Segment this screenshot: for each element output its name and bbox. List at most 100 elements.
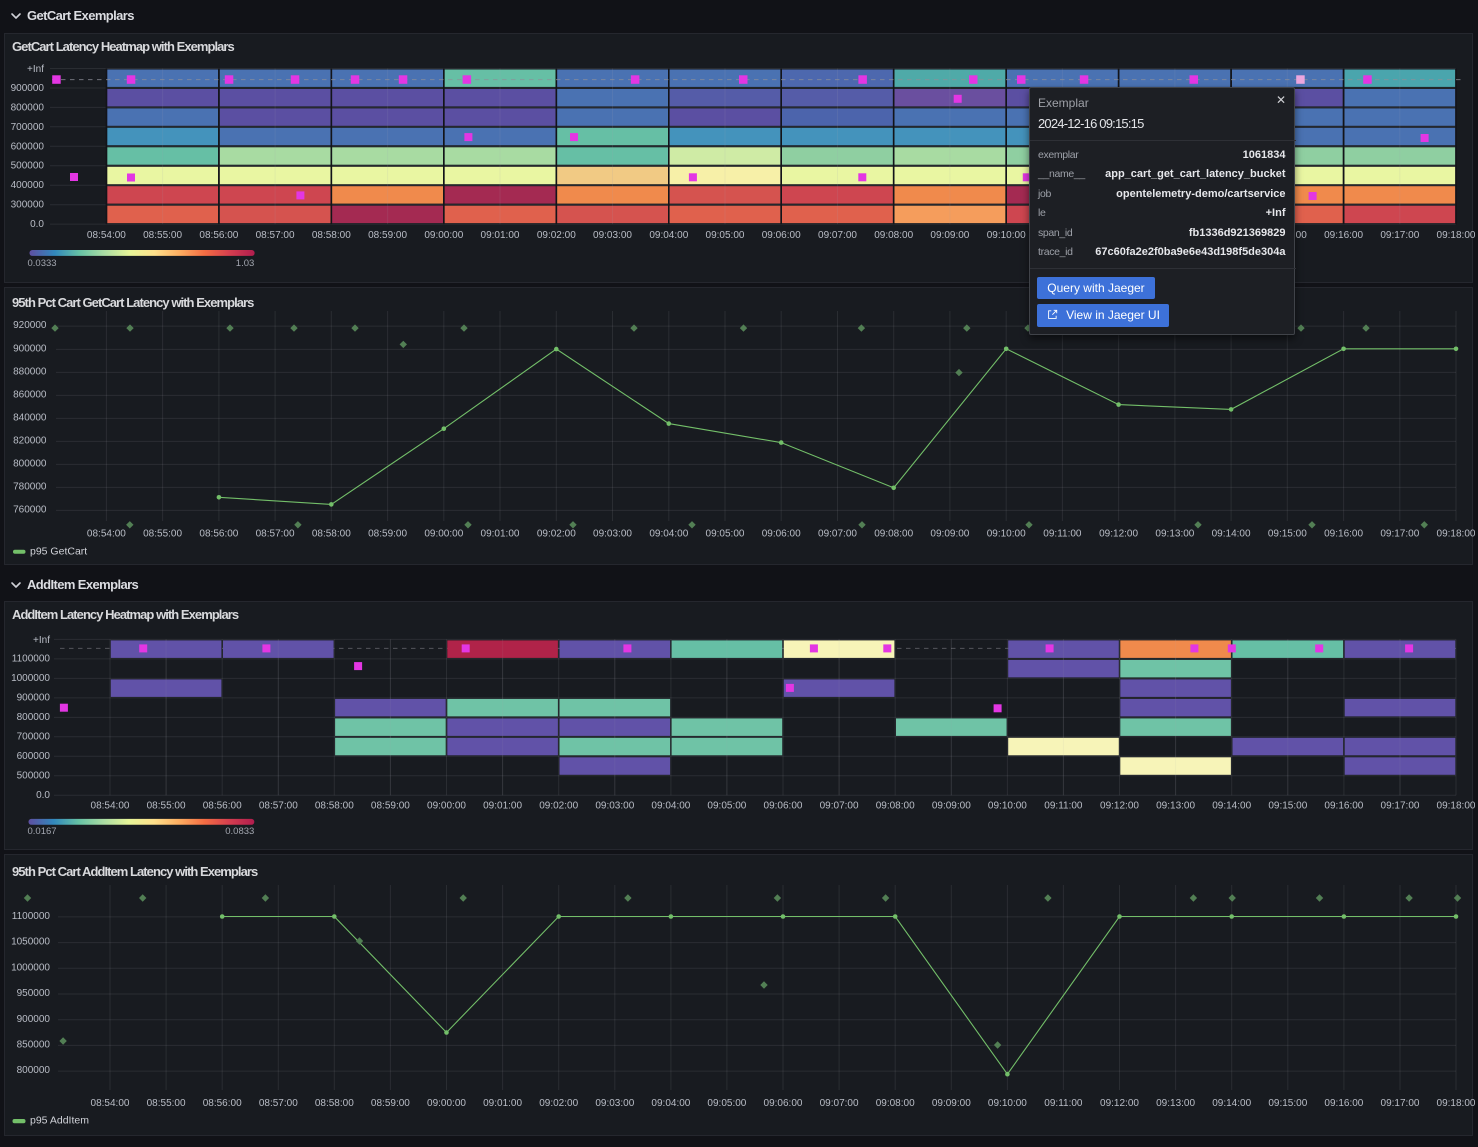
svg-text:09:13:00: 09:13:00 (1155, 529, 1194, 540)
svg-text:0.0167: 0.0167 (28, 826, 57, 837)
svg-text:08:56:00: 08:56:00 (203, 1098, 242, 1109)
svg-text:950000: 950000 (17, 988, 51, 999)
svg-text:09:12:00: 09:12:00 (1100, 1098, 1139, 1109)
svg-text:09:12:00: 09:12:00 (1099, 529, 1138, 540)
svg-text:08:58:00: 08:58:00 (312, 230, 351, 241)
svg-text:08:59:00: 08:59:00 (371, 800, 410, 811)
svg-text:09:11:00: 09:11:00 (1043, 529, 1082, 540)
svg-text:700000: 700000 (11, 122, 45, 133)
svg-text:09:17:00: 09:17:00 (1380, 529, 1419, 540)
svg-text:08:55:00: 08:55:00 (147, 1098, 186, 1109)
svg-text:09:00:00: 09:00:00 (427, 1098, 466, 1109)
svg-text:09:01:00: 09:01:00 (481, 529, 520, 540)
svg-text:09:18:00: 09:18:00 (1437, 230, 1476, 241)
svg-text:800000: 800000 (11, 102, 45, 113)
svg-text:0.0833: 0.0833 (225, 826, 254, 837)
svg-text:09:15:00: 09:15:00 (1268, 1098, 1307, 1109)
svg-text:09:08:00: 09:08:00 (876, 800, 915, 811)
svg-text:09:02:00: 09:02:00 (539, 800, 578, 811)
svg-text:600000: 600000 (11, 141, 45, 152)
svg-text:08:55:00: 08:55:00 (143, 230, 182, 241)
svg-text:09:04:00: 09:04:00 (651, 1098, 690, 1109)
svg-text:p95 GetCart: p95 GetCart (30, 546, 87, 558)
svg-text:08:57:00: 08:57:00 (259, 800, 298, 811)
svg-text:900000: 900000 (17, 1014, 51, 1025)
svg-text:1000000: 1000000 (11, 962, 50, 973)
svg-text:08:59:00: 08:59:00 (368, 529, 407, 540)
svg-text:08:57:00: 08:57:00 (259, 1098, 298, 1109)
svg-text:09:03:00: 09:03:00 (595, 800, 634, 811)
svg-text:09:15:00: 09:15:00 (1268, 529, 1307, 540)
svg-text:1100000: 1100000 (12, 654, 51, 665)
svg-text:900000: 900000 (17, 693, 51, 704)
svg-text:09:06:00: 09:06:00 (764, 1098, 803, 1109)
svg-text:09:01:00: 09:01:00 (481, 230, 520, 241)
svg-text:09:07:00: 09:07:00 (818, 230, 857, 241)
svg-text:760000: 760000 (13, 505, 47, 516)
svg-text:08:59:00: 08:59:00 (368, 230, 407, 241)
svg-text:800000: 800000 (13, 459, 47, 470)
svg-text:09:03:00: 09:03:00 (595, 1098, 634, 1109)
svg-text:09:03:00: 09:03:00 (593, 230, 632, 241)
svg-text:08:59:00: 08:59:00 (371, 1098, 410, 1109)
svg-text:09:16:00: 09:16:00 (1324, 800, 1363, 811)
svg-text:780000: 780000 (13, 482, 47, 493)
svg-text:08:58:00: 08:58:00 (312, 529, 351, 540)
svg-text:09:15:00: 09:15:00 (1268, 800, 1307, 811)
svg-text:880000: 880000 (13, 367, 47, 378)
svg-text:09:07:00: 09:07:00 (820, 800, 859, 811)
svg-text:920000: 920000 (13, 320, 47, 331)
svg-text:300000: 300000 (11, 200, 45, 211)
svg-text:09:11:00: 09:11:00 (1044, 1098, 1083, 1109)
svg-text:08:56:00: 08:56:00 (203, 800, 242, 811)
svg-text:09:05:00: 09:05:00 (706, 230, 745, 241)
svg-text:09:12:00: 09:12:00 (1100, 800, 1139, 811)
svg-text:840000: 840000 (13, 413, 47, 424)
svg-text:09:14:00: 09:14:00 (1212, 800, 1251, 811)
svg-text:09:05:00: 09:05:00 (706, 529, 745, 540)
svg-text:09:08:00: 09:08:00 (874, 230, 913, 241)
svg-text:1.03: 1.03 (236, 258, 255, 269)
svg-text:400000: 400000 (11, 180, 45, 191)
svg-text:08:55:00: 08:55:00 (143, 529, 182, 540)
svg-text:1000000: 1000000 (11, 673, 50, 684)
svg-text:08:54:00: 08:54:00 (91, 1098, 130, 1109)
svg-text:09:16:00: 09:16:00 (1324, 1098, 1363, 1109)
svg-text:1100000: 1100000 (12, 911, 51, 922)
svg-text:09:09:00: 09:09:00 (930, 529, 969, 540)
svg-text:08:55:00: 08:55:00 (147, 800, 186, 811)
svg-text:09:06:00: 09:06:00 (764, 800, 803, 811)
svg-text:500000: 500000 (17, 771, 51, 782)
svg-text:09:06:00: 09:06:00 (762, 529, 801, 540)
svg-text:09:00:00: 09:00:00 (427, 800, 466, 811)
svg-text:08:54:00: 08:54:00 (91, 800, 130, 811)
svg-text:08:58:00: 08:58:00 (315, 1098, 354, 1109)
svg-text:09:13:00: 09:13:00 (1156, 800, 1195, 811)
svg-text:09:07:00: 09:07:00 (818, 529, 857, 540)
svg-text:09:14:00: 09:14:00 (1212, 529, 1251, 540)
svg-text:09:10:00: 09:10:00 (988, 800, 1027, 811)
svg-text:08:54:00: 08:54:00 (87, 230, 126, 241)
svg-text:09:05:00: 09:05:00 (707, 1098, 746, 1109)
svg-text:09:04:00: 09:04:00 (649, 230, 688, 241)
svg-text:09:18:00: 09:18:00 (1437, 800, 1476, 811)
svg-text:09:18:00: 09:18:00 (1437, 529, 1476, 540)
svg-text:09:04:00: 09:04:00 (649, 529, 688, 540)
svg-text:900000: 900000 (11, 83, 45, 94)
svg-text:09:09:00: 09:09:00 (932, 800, 971, 811)
svg-text:09:10:00: 09:10:00 (988, 1098, 1027, 1109)
svg-text:09:02:00: 09:02:00 (539, 1098, 578, 1109)
svg-text:1050000: 1050000 (11, 937, 50, 948)
svg-text:09:08:00: 09:08:00 (874, 529, 913, 540)
svg-text:+Inf: +Inf (33, 635, 50, 646)
svg-text:09:16:00: 09:16:00 (1324, 230, 1363, 241)
svg-text:09:01:00: 09:01:00 (483, 1098, 522, 1109)
svg-text:08:57:00: 08:57:00 (256, 230, 295, 241)
svg-text:08:58:00: 08:58:00 (315, 800, 354, 811)
svg-text:09:07:00: 09:07:00 (820, 1098, 859, 1109)
svg-text:09:16:00: 09:16:00 (1324, 529, 1363, 540)
svg-text:09:17:00: 09:17:00 (1380, 230, 1419, 241)
svg-text:09:05:00: 09:05:00 (707, 800, 746, 811)
svg-text:860000: 860000 (13, 390, 47, 401)
svg-text:500000: 500000 (11, 161, 45, 172)
